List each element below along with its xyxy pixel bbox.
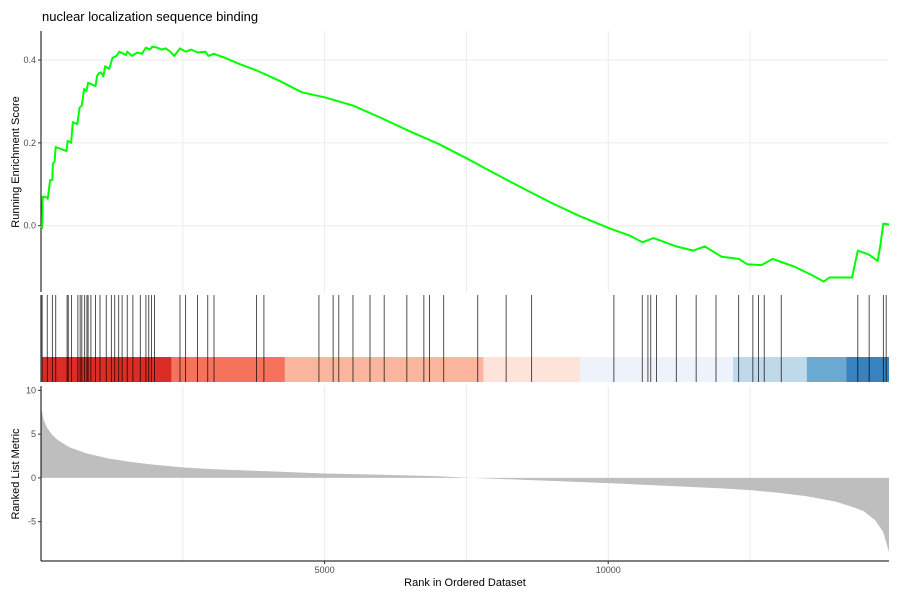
color-band xyxy=(846,357,889,382)
ranked-metric-y-label: Ranked List Metric xyxy=(10,428,22,520)
enrichment-y-label: Running Enrichment Score xyxy=(10,96,22,227)
ranked-metric-area xyxy=(41,407,889,553)
y-tick-label: -5 xyxy=(28,517,36,527)
y-tick-label: 0.4 xyxy=(23,55,36,65)
y-tick-label: 0.0 xyxy=(23,221,36,231)
enrichment-y-ticks: 0.0 0.2 0.4 xyxy=(23,55,41,231)
gene-hit-ticks xyxy=(41,295,887,382)
x-axis-label: Rank in Ordered Dataset xyxy=(404,577,526,589)
y-tick-label: 10 xyxy=(26,385,36,395)
ranked-metric-panel: 10 5 0 -5 5000 10000 Ranked List Metric Rank… xyxy=(10,385,889,589)
enrichment-grid xyxy=(41,31,889,292)
y-tick-label: 0.2 xyxy=(23,138,36,148)
chart-title: nuclear localization sequence binding xyxy=(42,9,258,24)
x-tick-label: 10000 xyxy=(596,565,621,575)
x-ticks: 5000 10000 xyxy=(315,561,621,575)
ranked-metric-y-ticks: 10 5 0 -5 xyxy=(26,385,41,527)
color-band xyxy=(806,357,847,382)
hits-panel xyxy=(40,295,889,382)
color-band xyxy=(733,357,807,382)
y-tick-label: 5 xyxy=(31,429,36,439)
color-band xyxy=(171,357,285,382)
rank-color-bands xyxy=(41,357,889,382)
x-tick-label: 5000 xyxy=(315,565,335,575)
enrichment-panel: 0.0 0.2 0.4 Running Enrichment Score xyxy=(10,31,890,292)
running-enrichment-line xyxy=(40,45,890,283)
y-tick-label: 0 xyxy=(31,473,36,483)
